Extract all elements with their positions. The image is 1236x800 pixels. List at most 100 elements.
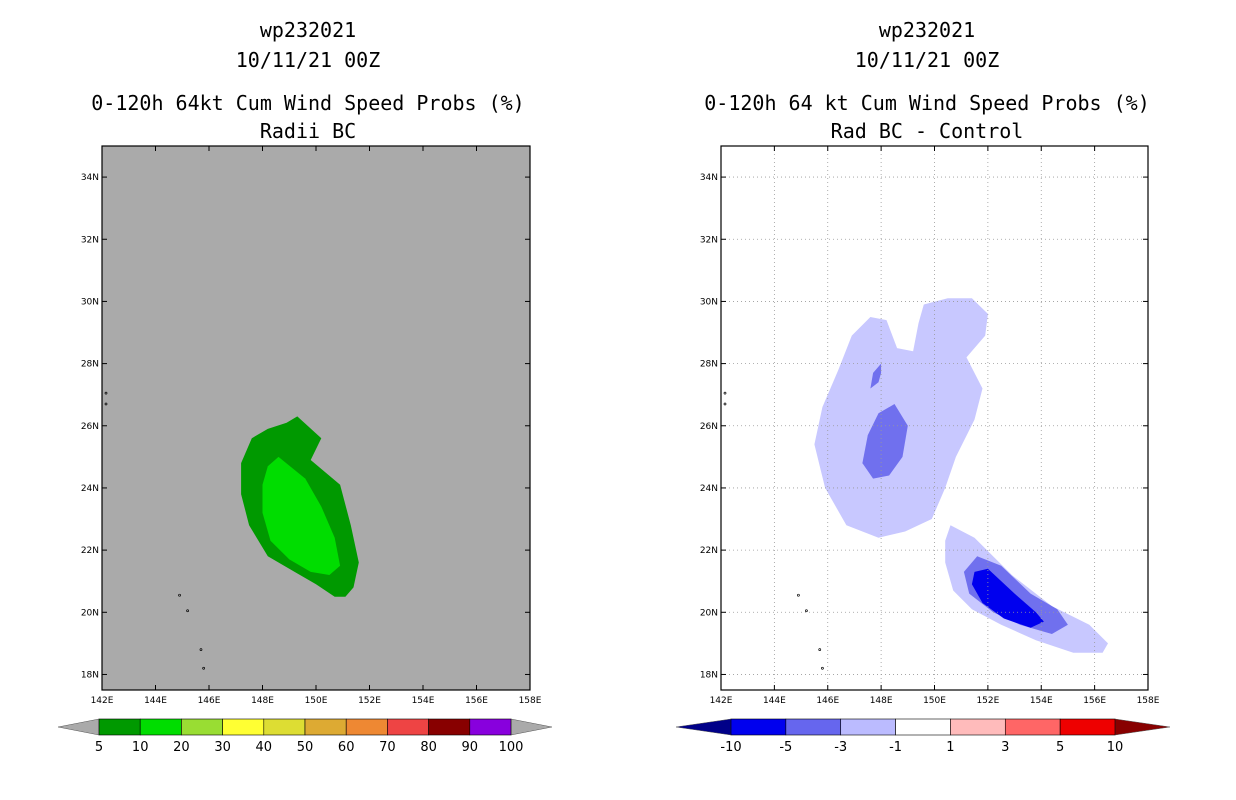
left-title: 0-120h 64kt Cum Wind Speed Probs (%) — [91, 91, 524, 115]
right-storm-id: wp232021 — [879, 18, 975, 42]
y-tick-label: 32N — [700, 235, 718, 245]
x-tick-label: 142E — [710, 696, 733, 706]
colorbar-label: 40 — [256, 740, 273, 755]
y-tick-label: 28N — [700, 360, 718, 370]
contour-10-20- — [262, 456, 341, 575]
contour--5-to-3-b — [870, 363, 882, 389]
colorbar-label: -3 — [834, 740, 847, 755]
y-tick-label: 20N — [81, 608, 99, 618]
right-map-panel: 142E 144E 146E 148E 150E 152E 154E 156E 158E 18N 2… — [700, 145, 1160, 706]
island-outline — [104, 402, 108, 406]
y-tick-label: 22N — [700, 546, 718, 556]
x-tick-label: 148E — [870, 696, 893, 706]
x-tick-label: 144E — [763, 696, 786, 706]
colorbar-swatch — [181, 718, 223, 736]
island-outline — [797, 593, 800, 597]
x-tick-label: 152E — [976, 696, 999, 706]
right-title: 0-120h 64 kt Cum Wind Speed Probs (%) — [704, 91, 1150, 115]
colorbar-label: 70 — [379, 740, 396, 755]
colorbar-end-right — [1114, 718, 1171, 736]
colorbar-label: -1 — [889, 740, 902, 755]
colorbar-end-left — [675, 718, 732, 736]
y-tick-label: 34N — [81, 173, 99, 183]
x-tick-label: 156E — [1083, 696, 1106, 706]
colorbar-label: 20 — [173, 740, 190, 755]
y-tick-label: 28N — [81, 360, 99, 370]
contour--5-to-3 — [862, 404, 908, 479]
colorbar-swatch — [139, 718, 182, 736]
colorbar-label: -10 — [720, 740, 741, 755]
colorbar-swatch — [263, 718, 306, 736]
colorbar-label: 50 — [297, 740, 314, 755]
y-tick-label: 26N — [700, 422, 718, 432]
y-tick-label: 32N — [81, 235, 99, 245]
x-tick-label: 158E — [1137, 696, 1160, 706]
y-tick-label: 18N — [81, 670, 99, 680]
colorbar-label: 100 — [499, 740, 524, 755]
x-tick-label: 144E — [144, 696, 167, 706]
island-outline — [723, 391, 727, 395]
island-outline — [818, 648, 822, 651]
x-tick-label: 146E — [816, 696, 839, 706]
contour--10-to-5 — [971, 568, 1044, 628]
colorbar-swatch — [428, 718, 471, 736]
y-tick-label: 22N — [81, 546, 99, 556]
left-colorbar: 5 10 20 30 40 50 60 70 80 90 100 — [57, 718, 553, 755]
y-tick-label: 26N — [81, 422, 99, 432]
colorbar-label: 3 — [1001, 740, 1009, 755]
colorbar-swatch — [785, 718, 842, 736]
colorbar-swatch — [345, 718, 388, 736]
island-outline — [104, 391, 108, 395]
x-tick-label: 148E — [251, 696, 274, 706]
colorbar-swatch — [840, 718, 896, 736]
y-tick-label: 34N — [700, 173, 718, 183]
x-tick-label: 156E — [465, 696, 488, 706]
colorbar-label: 30 — [214, 740, 231, 755]
colorbar-label: 1 — [946, 740, 954, 755]
island-outline — [186, 609, 189, 613]
left-valid-time: 10/11/21 00Z — [236, 48, 381, 72]
colorbar-end-right — [510, 718, 553, 736]
right-valid-time: 10/11/21 00Z — [855, 48, 1000, 72]
y-tick-label: 24N — [700, 484, 718, 494]
colorbar-swatch — [895, 718, 951, 736]
colorbar-swatch — [222, 718, 265, 736]
colorbar-label: -5 — [779, 740, 792, 755]
map-background — [102, 146, 530, 690]
colorbar-swatch — [469, 718, 512, 736]
left-map-panel: 142E 144E 146E 148E 150E 152E 154E 156E 158E 18N 2… — [81, 145, 542, 706]
x-tick-label: 154E — [412, 696, 435, 706]
colorbar-swatch — [98, 718, 141, 736]
x-tick-label: 142E — [91, 696, 114, 706]
right-subtitle: Rad BC - Control — [831, 119, 1024, 143]
island-outline — [202, 666, 205, 670]
colorbar-label: 60 — [338, 740, 355, 755]
right-colorbar: -10 -5 -3 -1 1 3 5 10 — [675, 718, 1171, 755]
colorbar-label: 10 — [1107, 740, 1124, 755]
y-tick-label: 30N — [700, 297, 718, 307]
colorbar-label: 90 — [462, 740, 479, 755]
colorbar-swatch — [387, 718, 429, 736]
colorbar-swatch — [950, 718, 1006, 736]
y-tick-label: 20N — [700, 608, 718, 618]
colorbar-swatch — [304, 718, 347, 736]
island-outline — [178, 593, 181, 597]
colorbar-label: 5 — [1056, 740, 1064, 755]
colorbar-swatch — [1059, 718, 1116, 736]
x-tick-label: 150E — [305, 696, 328, 706]
left-subtitle: Radii BC — [260, 119, 356, 143]
colorbar-label: 5 — [95, 740, 103, 755]
contour--3-to-1-b — [945, 525, 1108, 653]
x-tick-label: 146E — [198, 696, 221, 706]
left-storm-id: wp232021 — [260, 18, 356, 42]
colorbar-swatch — [730, 718, 787, 736]
colorbar-swatch — [1004, 718, 1061, 736]
colorbar-end-left — [57, 718, 100, 736]
x-tick-label: 150E — [923, 696, 946, 706]
x-tick-label: 154E — [1030, 696, 1053, 706]
island-outline — [821, 666, 824, 670]
island-outline — [723, 402, 727, 406]
colorbar-label: 80 — [420, 740, 437, 755]
x-tick-label: 152E — [358, 696, 381, 706]
